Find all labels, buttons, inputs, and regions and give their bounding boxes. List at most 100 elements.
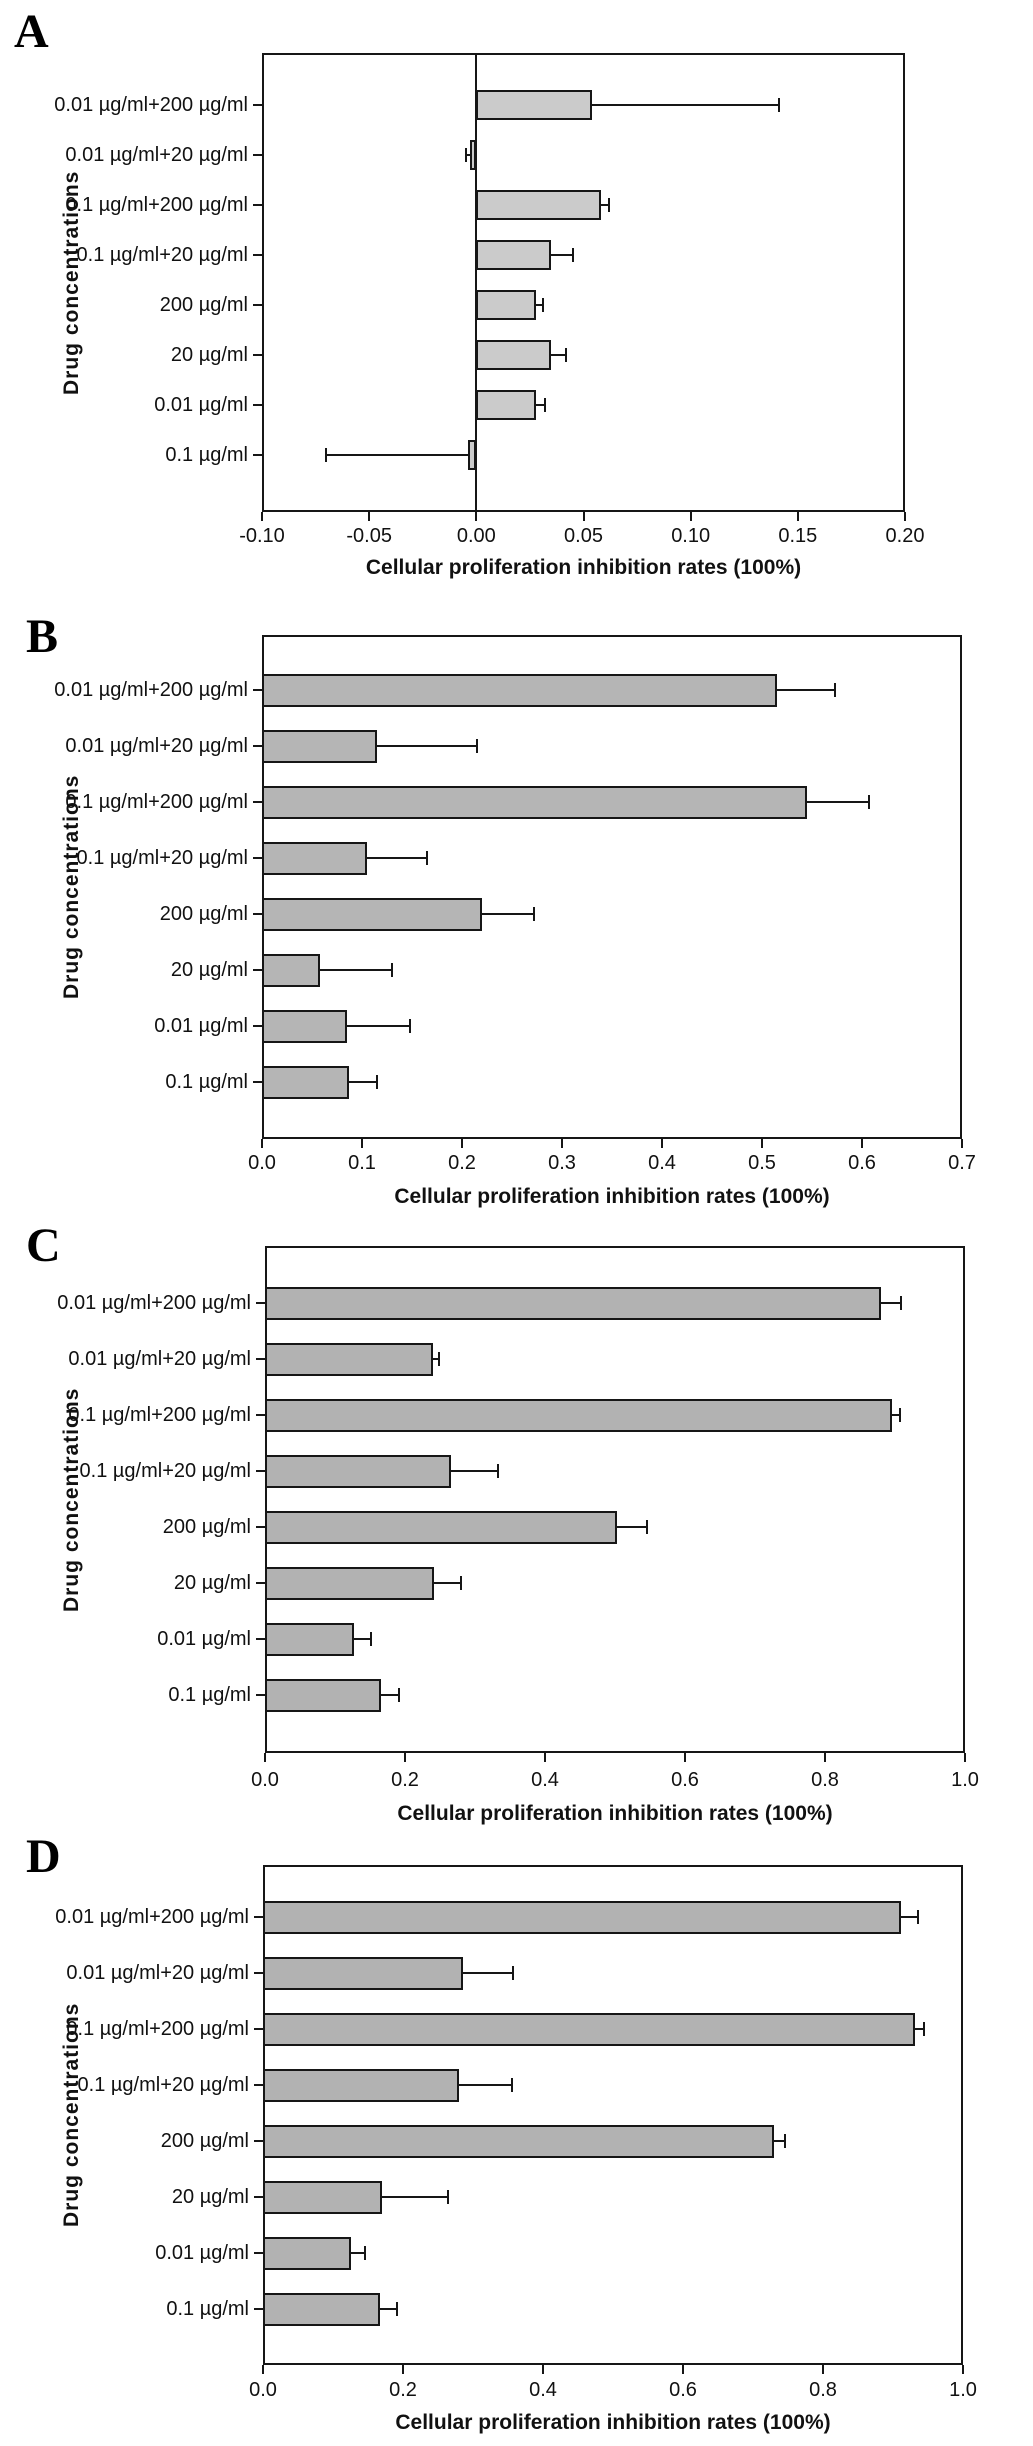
x-axis-tick (368, 512, 371, 521)
error-bar-cap (916, 1910, 919, 1924)
y-axis-tick (254, 1972, 263, 1974)
x-tick-label: 1.0 (949, 2379, 977, 2401)
bar (265, 1398, 892, 1432)
x-axis-tick (561, 1139, 563, 1148)
bar (262, 785, 807, 819)
y-axis-tick (256, 1694, 265, 1696)
y-axis-tick (256, 1414, 265, 1416)
panel-d: D Drug concentrations Cellular prolifera… (0, 1833, 1033, 2446)
bar (469, 140, 477, 170)
y-axis-tick (253, 254, 262, 256)
category-label: 0.1 µg/ml+20 µg/ml (77, 2074, 249, 2096)
category-label: 0.01 µg/ml+200 µg/ml (54, 94, 248, 116)
x-axis-tick (904, 512, 906, 521)
x-tick-label: 1.0 (951, 1769, 979, 1791)
x-tick-label: 0.6 (848, 1152, 876, 1174)
y-axis-tick (253, 204, 262, 206)
category-label: 0.1 µg/ml (166, 2298, 249, 2320)
x-axis-tick (684, 1753, 686, 1762)
error-bar-cap (565, 348, 568, 362)
error-bar-cap (571, 248, 574, 262)
category-label: 0.1 µg/ml (168, 1684, 251, 1706)
bar (262, 953, 320, 987)
error-bar-line (915, 2028, 924, 2030)
y-axis-tick (253, 354, 262, 356)
error-bar-cap (397, 1688, 400, 1702)
x-axis-tick (689, 512, 692, 521)
panel-letter: B (26, 610, 59, 663)
panel-letter: D (26, 1830, 61, 1883)
error-bar-line (617, 1526, 647, 1528)
y-axis-tick (254, 1916, 263, 1918)
bar (476, 90, 593, 120)
error-bar-line (459, 2084, 512, 2086)
x-tick-label: 0.6 (671, 1769, 699, 1791)
y-axis-tick (256, 1526, 265, 1528)
zero-axis-line (475, 53, 478, 512)
bar (265, 1566, 435, 1600)
category-label: 0.01 µg/ml+20 µg/ml (68, 1348, 251, 1370)
bar (476, 240, 552, 270)
error-bar-line (433, 1358, 439, 1360)
error-bar-cap (426, 851, 428, 865)
x-axis-title: Cellular proliferation inhibition rates … (397, 1802, 833, 1825)
y-axis-tick (253, 1025, 262, 1027)
y-axis-title: Drug concentrations (60, 2002, 83, 2228)
category-label: 200 µg/ml (159, 294, 248, 316)
x-axis-tick (264, 1753, 266, 1762)
category-label: 0.01 µg/ml (154, 394, 248, 416)
x-axis-tick (861, 1139, 863, 1148)
panel-letter: A (14, 5, 49, 58)
x-axis-tick (542, 2365, 544, 2374)
x-tick-label: 0.1 (348, 1152, 376, 1174)
error-bar-cap (922, 2022, 925, 2036)
x-tick-label: 0.20 (885, 525, 925, 547)
bar (265, 1286, 881, 1320)
y-axis-tick (253, 857, 262, 859)
x-tick-label: 0.8 (809, 2379, 837, 2401)
bar (262, 729, 377, 763)
error-bar-line (382, 2196, 448, 2198)
error-bar-cap (777, 98, 780, 112)
x-tick-label: 0.5 (748, 1152, 776, 1174)
error-bar-line (462, 1972, 513, 1974)
y-axis-tick (256, 1302, 265, 1304)
bar (467, 440, 477, 470)
x-tick-label: 0.7 (948, 1152, 976, 1174)
error-bar-cap (376, 1075, 378, 1089)
category-label: 0.1 µg/ml+200 µg/ml (65, 194, 248, 216)
category-label: 0.1 µg/ml (165, 444, 248, 466)
x-axis-tick (822, 2365, 824, 2374)
bar (262, 897, 482, 931)
x-tick-label: 0.10 (671, 525, 711, 547)
error-bar-cap (834, 683, 836, 697)
error-bar-line (349, 1081, 377, 1083)
category-label: 0.1 µg/ml+20 µg/ml (79, 1460, 251, 1482)
error-bar-line (807, 801, 869, 803)
error-bar-cap (898, 1408, 901, 1422)
y-axis-tick (254, 2252, 263, 2254)
error-bar-cap (608, 198, 611, 212)
x-tick-label: 0.00 (456, 525, 496, 547)
bar (262, 1065, 349, 1099)
bar (263, 2180, 382, 2214)
x-axis-tick (261, 512, 263, 521)
error-bar-cap (543, 398, 546, 412)
x-axis-tick (961, 1139, 963, 1148)
y-axis-tick (253, 104, 262, 106)
category-label: 200 µg/ml (160, 2130, 249, 2152)
y-axis-tick (253, 801, 262, 803)
error-bar-line (536, 404, 545, 406)
bar (265, 1342, 433, 1376)
error-bar-line (592, 104, 779, 106)
category-label: 0.01 µg/ml+200 µg/ml (54, 679, 248, 701)
error-bar-line (901, 1916, 918, 1918)
y-axis-tick (254, 2140, 263, 2142)
error-bar-line (320, 969, 392, 971)
error-bar-line (774, 2140, 786, 2142)
category-label: 0.1 µg/ml+200 µg/ml (68, 1404, 251, 1426)
x-tick-label: 0.0 (251, 1769, 279, 1791)
y-axis-title: Drug concentrations (60, 1387, 83, 1612)
error-bar-line (891, 1414, 900, 1416)
x-tick-label: 0.3 (548, 1152, 576, 1174)
